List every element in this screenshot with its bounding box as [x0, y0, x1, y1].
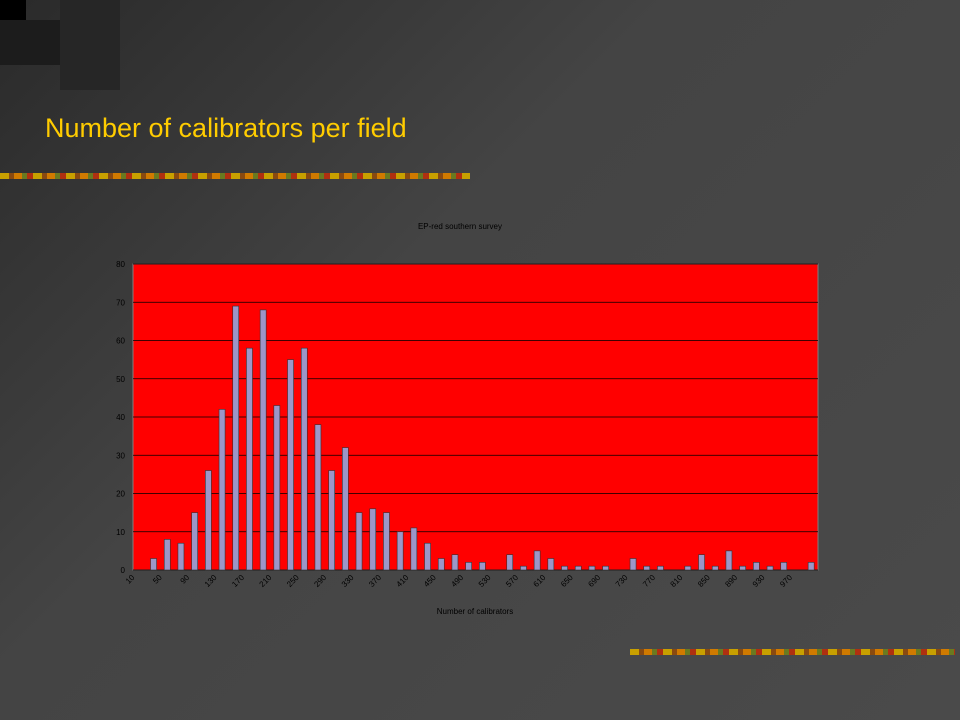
bar [437, 558, 445, 571]
deco-square [60, 0, 120, 90]
bar [561, 565, 568, 571]
x-axis-label: Number of calibrators [437, 607, 513, 616]
bar [629, 558, 637, 571]
bar [396, 531, 404, 571]
bar [643, 565, 651, 571]
x-tick-label: 770 [641, 573, 657, 589]
bar [424, 542, 431, 571]
x-tick-label: 50 [151, 573, 164, 586]
y-tick-label: 50 [116, 375, 125, 384]
bar [657, 565, 664, 571]
bar [533, 550, 541, 571]
bar [684, 565, 692, 571]
decor-stripe [630, 649, 955, 655]
x-tick-label: 170 [230, 573, 246, 589]
decor-stripe [0, 173, 470, 179]
bar [300, 347, 308, 571]
x-tick-label: 210 [258, 573, 274, 589]
bar [355, 512, 363, 571]
x-tick-label: 570 [504, 573, 520, 589]
bar [232, 305, 240, 571]
x-tick-label: 330 [340, 573, 356, 589]
x-tick-label: 450 [422, 573, 438, 589]
x-tick-label: 690 [586, 573, 602, 589]
bar [547, 558, 555, 571]
y-tick-label: 20 [116, 490, 125, 499]
bar [711, 565, 719, 571]
x-tick-label: 490 [449, 573, 465, 589]
bar [766, 565, 774, 571]
bar [807, 562, 815, 571]
x-tick-label: 410 [395, 573, 411, 589]
bar [163, 539, 171, 571]
bar [314, 424, 322, 571]
bar [205, 470, 212, 571]
bar [218, 409, 226, 571]
bar [328, 470, 335, 571]
bar [177, 542, 185, 571]
bar [369, 508, 377, 571]
x-tick-label: 290 [312, 573, 328, 589]
bar [451, 554, 459, 571]
bar [191, 512, 198, 571]
x-tick-label: 810 [669, 573, 685, 589]
bar [410, 527, 418, 571]
x-tick-label: 930 [751, 573, 767, 589]
y-tick-label: 30 [116, 451, 125, 460]
x-tick-label: 10 [124, 573, 137, 586]
x-tick-label: 90 [179, 573, 192, 586]
bar [479, 562, 486, 571]
bar [383, 512, 390, 571]
deco-square [0, 20, 60, 65]
x-tick-label: 850 [696, 573, 712, 589]
bar [259, 309, 267, 571]
bar [273, 405, 281, 571]
y-tick-label: 40 [116, 413, 125, 422]
bar [150, 558, 157, 571]
x-tick-label: 370 [367, 573, 383, 589]
deco-square [0, 0, 26, 20]
x-tick-label: 650 [559, 573, 575, 589]
x-tick-label: 970 [778, 573, 794, 589]
y-tick-label: 0 [121, 566, 126, 575]
bar [342, 447, 349, 571]
y-tick-label: 60 [116, 337, 125, 346]
bar [506, 554, 514, 571]
bar [725, 550, 733, 571]
bar [602, 565, 609, 571]
bar [287, 359, 294, 571]
bar [588, 565, 596, 571]
bar [698, 554, 705, 571]
x-tick-label: 890 [723, 573, 739, 589]
y-tick-label: 10 [116, 528, 125, 537]
y-tick-label: 80 [116, 260, 125, 269]
x-tick-label: 250 [285, 573, 301, 589]
chart-title: EP-red southern survey [418, 222, 502, 231]
bar [739, 565, 746, 571]
bar [520, 565, 527, 571]
x-tick-label: 130 [203, 573, 219, 589]
bar [780, 562, 788, 571]
bar [246, 347, 253, 571]
y-tick-label: 70 [116, 298, 125, 307]
bar [465, 562, 472, 571]
x-tick-label: 530 [477, 573, 493, 589]
bar [753, 562, 760, 571]
slide-title: Number of calibrators per field [45, 113, 407, 143]
bar [574, 565, 582, 571]
x-tick-label: 730 [614, 573, 630, 589]
x-tick-label: 610 [532, 573, 548, 589]
